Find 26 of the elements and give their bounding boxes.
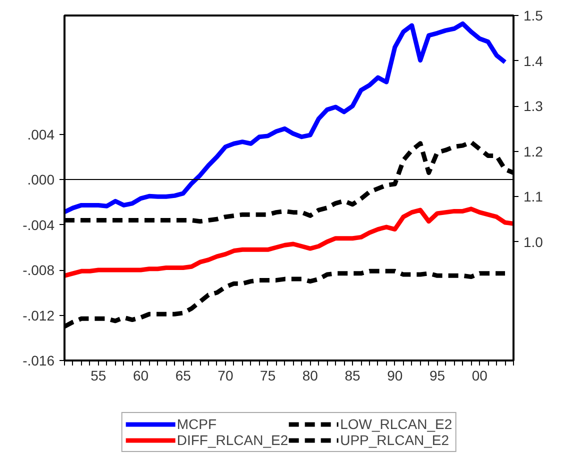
x-tick-label: 70: [218, 368, 234, 384]
y-tick-label: .000: [27, 172, 55, 188]
x-tick-label: 95: [429, 368, 446, 384]
y2-tick-label: 1.3: [524, 98, 544, 114]
y-tick-label: .004: [27, 126, 55, 142]
legend-label: MCPF: [176, 416, 217, 432]
y2-tick-label: 1.1: [524, 188, 544, 205]
x-tick-label: 00: [472, 368, 488, 384]
x-tick-label: 55: [90, 368, 106, 384]
y2-tick-label: 1.0: [524, 234, 544, 250]
legend-label: LOW_RLCAN_E2: [340, 416, 452, 432]
y-tick-label: -.016: [22, 352, 55, 368]
y2-tick-label: 1.5: [524, 8, 544, 24]
x-tick-label: 65: [175, 368, 192, 384]
y2-tick-label: 1.4: [524, 52, 544, 69]
y-tick-label: -.004: [22, 216, 55, 233]
legend-label: UPP_RLCAN_E2: [340, 432, 450, 448]
x-tick-label: 90: [387, 368, 403, 384]
y2-tick-label: 1.2: [524, 143, 544, 160]
x-tick-label: 80: [302, 368, 318, 384]
y-tick-label: -.008: [22, 262, 55, 278]
x-tick-label: 60: [132, 368, 149, 384]
x-tick-label: 85: [344, 368, 361, 384]
x-tick-label: 75: [260, 368, 276, 384]
legend-label: DIFF_RLCAN_E2: [176, 432, 288, 448]
y-tick-label: -.012: [22, 307, 55, 324]
